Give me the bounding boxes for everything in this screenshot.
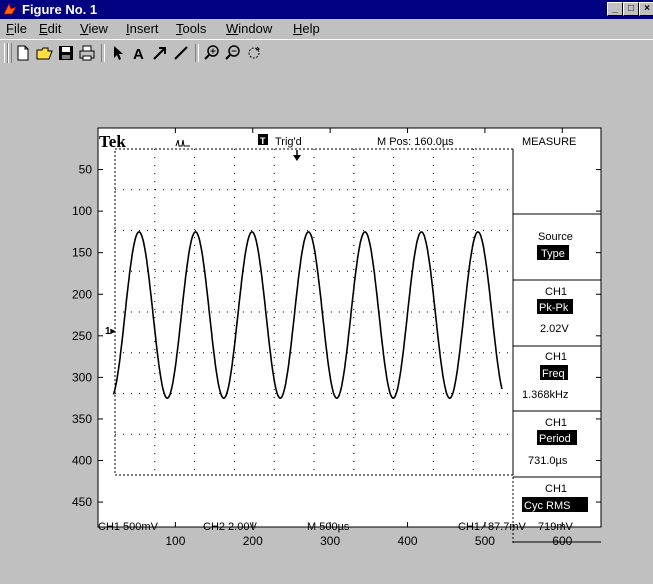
x-tick-label-5: 600 — [552, 534, 572, 548]
title-bar[interactable]: Figure No. 1 _ □ × — [0, 0, 653, 19]
plot-svg: Tek T Trig'd M Pos: 160.0µs MEASURE 1▸ — [72, 127, 602, 548]
time-scale: M 500µs — [307, 521, 350, 533]
trigger-position-arrow — [293, 155, 301, 161]
x-tick-label-2: 300 — [320, 534, 340, 548]
x-tick-label-1: 200 — [243, 534, 263, 548]
menu-help-rest: elp — [302, 21, 320, 36]
y-tick-label-5: 300 — [72, 370, 92, 384]
meas0-value: 2.02V — [540, 323, 569, 335]
open-folder-icon[interactable] — [35, 43, 55, 63]
toolbar-grip[interactable] — [4, 43, 8, 63]
trig-badge: T — [260, 136, 266, 146]
menu-file[interactable]: File — [6, 21, 27, 36]
toolbar-separator-2 — [195, 44, 199, 62]
meas3-highlight — [522, 497, 588, 512]
type-label: Type — [541, 248, 565, 260]
x-tick-label-0: 100 — [165, 534, 185, 548]
save-icon[interactable] — [56, 43, 76, 63]
acquire-icon — [175, 139, 190, 147]
meas1-name: Freq — [542, 368, 565, 380]
window-title: Figure No. 1 — [22, 2, 98, 17]
menu-insert-rest: nsert — [129, 21, 159, 36]
new-file-icon[interactable] — [13, 43, 33, 63]
meas1-value: 1.368kHz — [522, 389, 568, 401]
y-tick-label-8: 450 — [72, 495, 92, 509]
menu-tools-rest: ools — [182, 21, 207, 36]
meas3-name: Cyc RMS — [524, 500, 570, 512]
type-highlight — [537, 245, 569, 260]
meas2-value: 731.0µs — [528, 455, 568, 467]
menu-file-rest: ile — [13, 21, 27, 36]
select-arrow-icon[interactable] — [108, 43, 128, 63]
close-button[interactable]: × — [639, 2, 653, 16]
meas1-highlight — [540, 365, 568, 380]
y-tick-label-7: 400 — [72, 454, 92, 468]
matlab-icon — [3, 2, 17, 16]
rotate-icon[interactable] — [244, 43, 264, 63]
axis-ticks: 100 200 300 400 500 600 50 100 150 200 250 300 350 40… — [72, 128, 601, 548]
svg-text:A: A — [133, 46, 144, 63]
y-tick-label-0: 50 — [79, 163, 93, 177]
meas2-channel: CH1 — [545, 417, 567, 429]
trig-status: Trig'd — [275, 136, 302, 148]
meas2-name: Period — [539, 433, 571, 445]
toolbar: A — [0, 39, 653, 64]
text-tool-icon[interactable]: A — [129, 43, 149, 63]
meas1-channel: CH1 — [545, 351, 567, 363]
menu-help[interactable]: Help — [293, 21, 320, 36]
source-label: Source — [538, 231, 573, 243]
x-tick-label-3: 400 — [398, 534, 418, 548]
measure-panel: Source Type CH1 Pk-Pk 2.02V CH1 Freq 1.3… — [512, 149, 601, 543]
meas3-channel: CH1 — [545, 483, 567, 495]
ch1-waveform — [112, 231, 503, 400]
ch2-scale: CH2 2.00V — [203, 521, 257, 533]
print-icon[interactable] — [77, 43, 97, 63]
menu-view[interactable]: View — [80, 21, 108, 36]
menu-window-rest: indow — [238, 21, 273, 36]
y-tick-label-6: 350 — [72, 412, 92, 426]
arrow-tool-icon[interactable] — [150, 43, 170, 63]
meas3-value: 719mV — [538, 521, 574, 533]
menu-edit[interactable]: Edit — [39, 21, 62, 36]
meas0-name: Pk-Pk — [539, 302, 569, 314]
y-tick-label-2: 150 — [72, 246, 92, 260]
toolbar-grip-2[interactable] — [8, 43, 12, 63]
meas0-channel: CH1 — [545, 286, 567, 298]
y-tick-label-3: 200 — [72, 287, 92, 301]
menu-edit-rest: dit — [47, 21, 62, 36]
y-tick-label-4: 250 — [72, 329, 92, 343]
menu-view-rest: iew — [88, 21, 108, 36]
zoom-out-icon[interactable] — [223, 43, 243, 63]
x-tick-label-4: 500 — [475, 534, 495, 548]
trigger-level: CH1 ∕ 87.7mV — [458, 521, 527, 533]
y-tick-label-1: 100 — [72, 204, 92, 218]
ch1-marker: 1▸ — [105, 326, 117, 337]
menu-tools[interactable]: Tools — [176, 21, 207, 36]
scope-screen — [114, 148, 514, 476]
measure-title: MEASURE — [522, 136, 576, 148]
maximize-button[interactable]: □ — [623, 2, 639, 16]
meas0-highlight — [537, 299, 573, 314]
menu-window[interactable]: Window — [226, 21, 273, 36]
menu-bar: File Edit View Insert Tools Window Help — [0, 19, 653, 39]
line-tool-icon[interactable] — [171, 43, 191, 63]
position-readout: M Pos: 160.0µs — [377, 136, 454, 148]
scope-brand: Tek — [99, 132, 126, 151]
menu-insert[interactable]: Insert — [126, 21, 159, 36]
toolbar-separator — [101, 44, 105, 62]
trig-badge-bg — [258, 134, 268, 145]
zoom-in-icon[interactable] — [202, 43, 222, 63]
figure-canvas: Tek T Trig'd M Pos: 160.0µs MEASURE 1▸ — [0, 64, 653, 579]
meas2-highlight — [537, 430, 577, 445]
minimize-button[interactable]: _ — [607, 2, 623, 16]
ch1-scale: CH1 500mV — [98, 521, 159, 533]
